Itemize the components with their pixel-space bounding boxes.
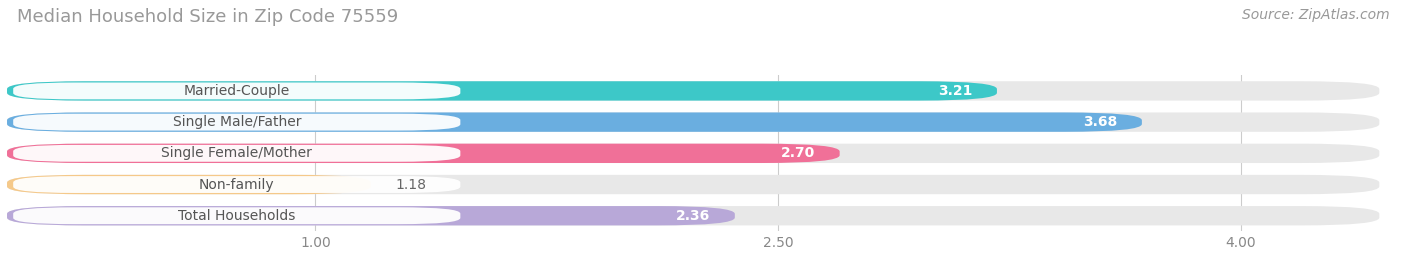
FancyBboxPatch shape (7, 206, 1379, 225)
FancyBboxPatch shape (7, 81, 1379, 101)
FancyBboxPatch shape (7, 144, 1379, 163)
Text: Married-Couple: Married-Couple (184, 84, 290, 98)
Text: 3.68: 3.68 (1083, 115, 1118, 129)
FancyBboxPatch shape (13, 176, 460, 193)
Text: Total Households: Total Households (179, 209, 295, 223)
Text: 1.18: 1.18 (395, 178, 426, 192)
FancyBboxPatch shape (7, 144, 839, 163)
FancyBboxPatch shape (13, 207, 460, 224)
FancyBboxPatch shape (7, 175, 371, 194)
FancyBboxPatch shape (7, 175, 1379, 194)
Text: 2.70: 2.70 (780, 146, 815, 160)
Text: Source: ZipAtlas.com: Source: ZipAtlas.com (1241, 8, 1389, 22)
FancyBboxPatch shape (7, 81, 997, 101)
Text: Single Female/Mother: Single Female/Mother (162, 146, 312, 160)
FancyBboxPatch shape (13, 83, 460, 99)
FancyBboxPatch shape (7, 112, 1379, 132)
FancyBboxPatch shape (7, 112, 1142, 132)
Text: 2.36: 2.36 (676, 209, 710, 223)
Text: Median Household Size in Zip Code 75559: Median Household Size in Zip Code 75559 (17, 8, 398, 26)
Text: 3.21: 3.21 (938, 84, 973, 98)
FancyBboxPatch shape (7, 206, 735, 225)
FancyBboxPatch shape (13, 114, 460, 130)
Text: Non-family: Non-family (200, 178, 274, 192)
FancyBboxPatch shape (13, 145, 460, 162)
Text: Single Male/Father: Single Male/Father (173, 115, 301, 129)
